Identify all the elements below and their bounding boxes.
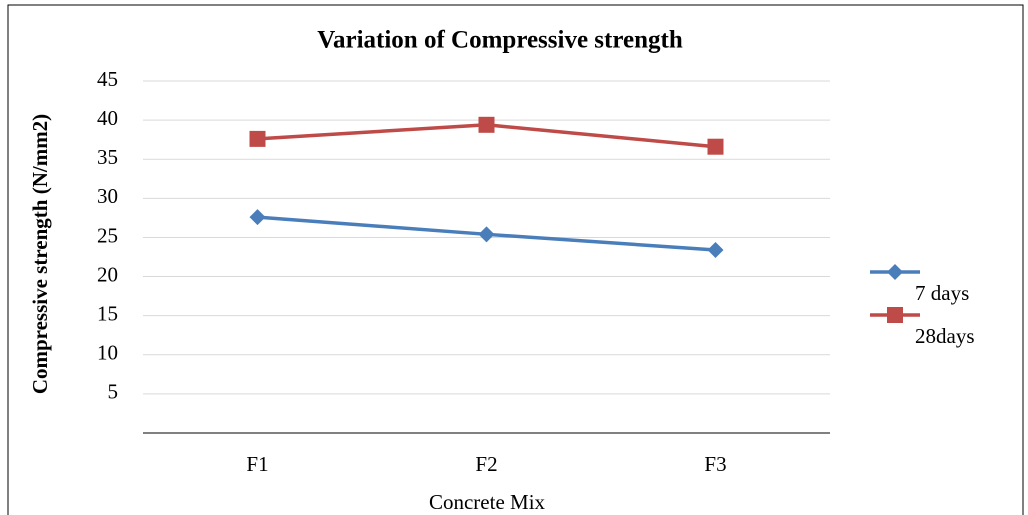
chart-title: Variation of Compressive strength xyxy=(317,27,683,54)
x-tick-label: F3 xyxy=(704,452,726,476)
chart: Variation of Compressive strength Compre… xyxy=(0,0,1028,515)
x-tick-label: F2 xyxy=(475,452,497,476)
x-axis-label: Concrete Mix xyxy=(429,490,546,514)
legend-marker xyxy=(887,307,903,323)
point xyxy=(708,139,724,155)
y-tick-label: 5 xyxy=(108,380,119,404)
y-tick-label: 10 xyxy=(97,341,118,365)
point xyxy=(250,131,266,147)
y-tick-label: 35 xyxy=(97,145,118,169)
point xyxy=(479,117,495,133)
legend-label: 7 days xyxy=(915,281,969,305)
y-tick-label: 20 xyxy=(97,262,118,286)
legend-label: 28days xyxy=(915,324,975,348)
y-tick-label: 25 xyxy=(97,223,118,247)
x-tick-label: F1 xyxy=(246,452,268,476)
y-axis-label: Compressive strength (N/mm2) xyxy=(28,114,52,394)
y-tick-label: 15 xyxy=(97,301,118,325)
y-tick-label: 40 xyxy=(97,106,118,130)
y-tick-label: 45 xyxy=(97,67,118,91)
y-tick-label: 30 xyxy=(97,184,118,208)
